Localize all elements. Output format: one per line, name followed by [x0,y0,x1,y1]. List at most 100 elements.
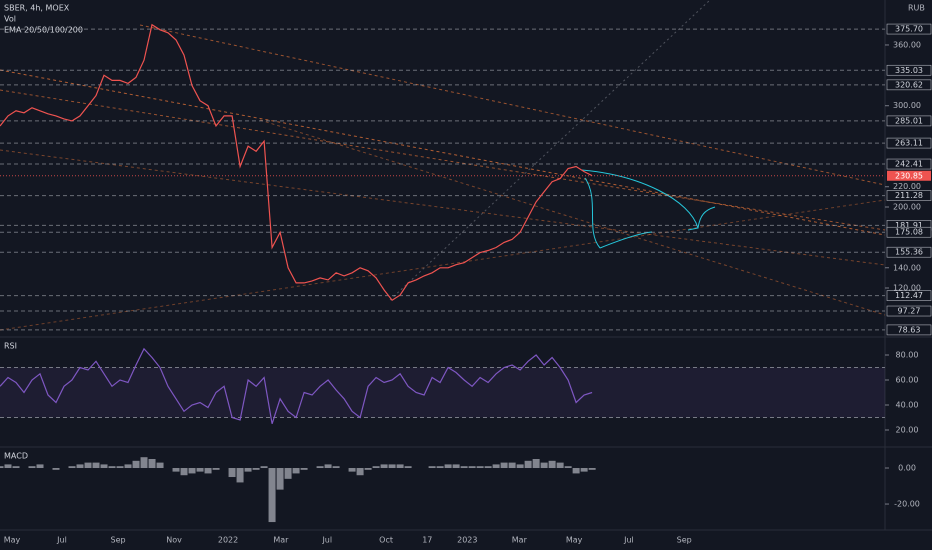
x-tick-label: Mar [273,536,289,545]
histogram-bar [292,468,300,474]
histogram-bar [436,466,444,469]
histogram-bar [84,462,92,469]
histogram-bar [364,468,372,470]
level-badge [886,158,932,170]
trend-line [0,69,886,236]
histogram-bar [108,466,116,469]
level-badge [886,246,932,258]
histogram-bar [348,468,356,472]
histogram-bar [540,462,548,469]
histogram-bar [388,464,396,469]
histogram-bar [300,468,308,470]
histogram-bar [76,464,84,469]
drawings [0,0,886,331]
level-badge [886,64,932,76]
histogram-bar [380,464,388,469]
histogram-bar [404,466,412,469]
histogram-bar [196,468,204,472]
histogram-bar [516,464,524,469]
y-tick-label: 200.00 [893,202,921,211]
indicator-label: Vol [4,15,16,24]
y-tick-label: 140.00 [893,263,921,272]
level-badge [886,23,932,35]
level-label: 155.36 [895,248,923,257]
level-label: 97.27 [898,307,921,316]
histogram-bar [428,466,436,469]
trend-line [0,149,886,266]
histogram-bar [148,459,156,469]
histogram-bar [268,468,276,523]
histogram-bar [564,466,572,469]
histogram-bar [92,462,100,469]
symbol-title: SBER, 4h, MOEX [4,4,70,13]
forecast-arrow [581,169,716,231]
histogram-bar [260,466,268,469]
trend-line [259,119,886,316]
level-label: 112.47 [895,291,923,300]
y-tick-label: 360.00 [893,40,921,49]
histogram-bar [580,468,588,472]
y-tick-label: 120.00 [893,284,921,293]
histogram-bar [228,468,236,478]
histogram-bar [508,462,516,469]
histogram-bar [548,460,556,469]
currency: RUB [908,4,925,13]
histogram-bar [28,466,36,469]
pane-title: RSI [4,342,17,351]
x-tick-label: 2022 [218,536,238,545]
histogram-bar [180,468,188,476]
histogram-bar [452,464,460,469]
histogram-bar [316,466,324,469]
histogram-bar [372,466,380,469]
histogram-bar [36,464,44,469]
histogram-bar [140,457,148,469]
histogram-bar [556,462,564,469]
y-tick-label: 40.00 [896,401,919,410]
level-label: 181.91 [895,221,923,230]
histogram-bar [4,464,12,469]
trend-line [139,24,886,186]
histogram-bar [156,462,164,469]
trend-line [389,0,711,301]
histogram-bar [172,468,180,472]
price-line [0,23,593,301]
level-label: 242.41 [895,160,923,169]
histogram-bar [52,468,60,470]
histogram-bar [0,466,4,469]
histogram-bar [284,468,292,479]
level-label: 78.63 [898,325,921,334]
level-label: 285.01 [895,116,923,125]
trend-line [0,89,886,231]
x-tick-label: Jul [321,536,332,545]
histogram-bar [116,466,124,469]
trend-line [0,199,886,331]
histogram-bar [124,464,132,469]
level-badge [886,226,932,238]
indicator-label: EMA 20/50/100/200 [4,26,83,35]
level-label: 335.03 [895,66,923,75]
histogram-bar [532,459,540,469]
histogram-bar [500,462,508,469]
y-tick-label: 80.00 [896,351,919,360]
x-tick-label: Oct [379,536,393,545]
x-tick-label: 17 [422,536,432,545]
x-tick-label: Jul [623,536,634,545]
x-tick-label: Mar [512,536,528,545]
x-tick-label: May [4,536,21,545]
histogram-bar [444,464,452,469]
level-badge [886,290,932,301]
histogram-bar [396,464,404,469]
histogram-bar [332,466,340,469]
level-badge [886,190,932,201]
histogram-bar [588,468,596,470]
histogram-bar [132,460,140,469]
x-tick-label: May [566,536,583,545]
x-tick-label: 2023 [457,536,477,545]
histogram-bar [524,460,532,469]
y-tick-label: -20.00 [894,500,920,509]
y-tick-label: 60.00 [896,376,919,385]
level-badge [886,115,932,127]
level-badge [886,79,932,91]
